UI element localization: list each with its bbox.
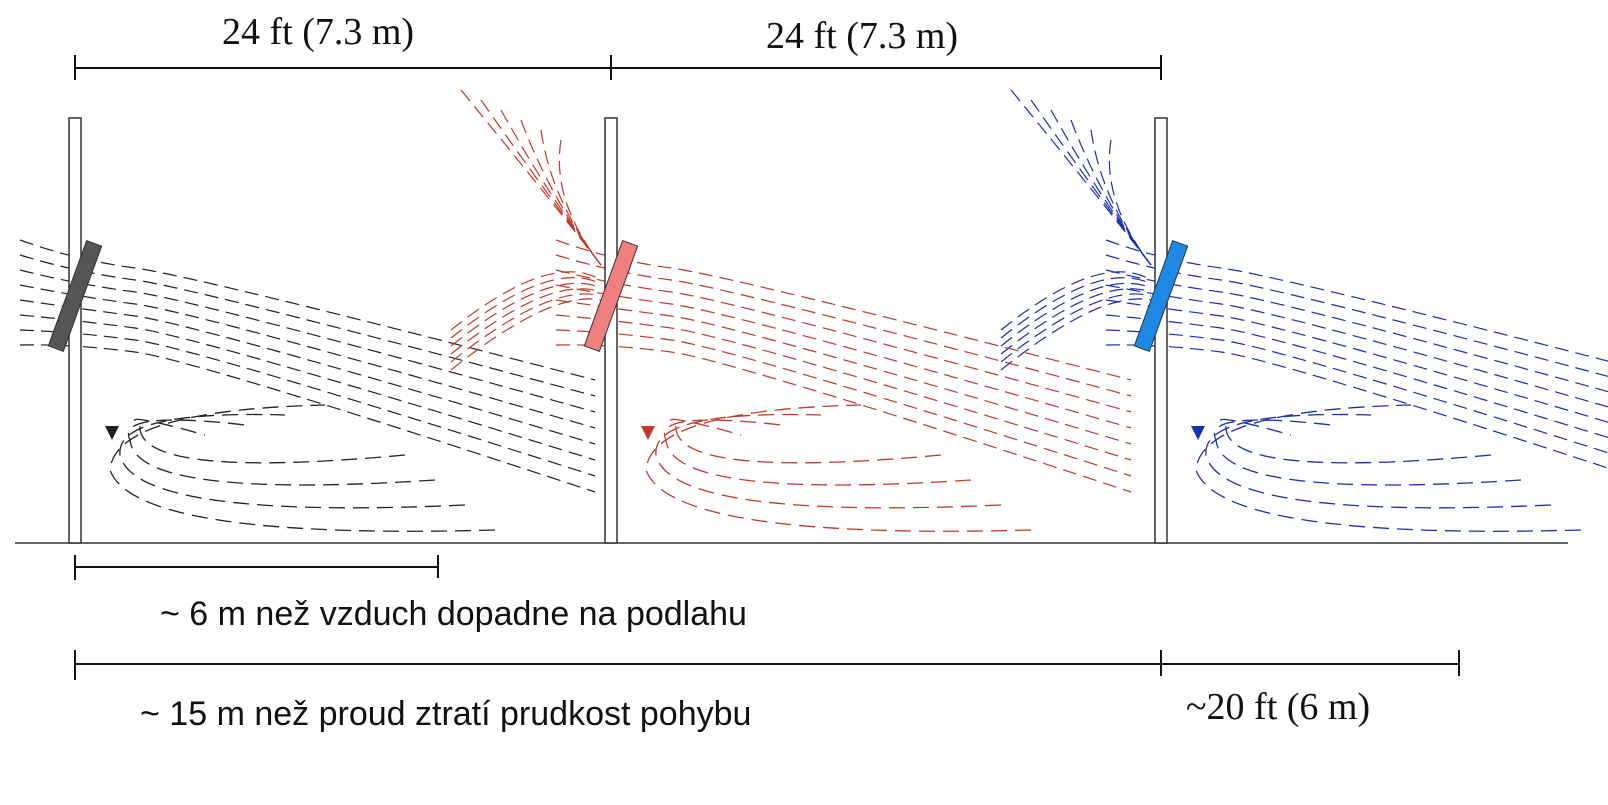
recirculation [671, 419, 941, 462]
streamline [1106, 345, 1608, 492]
streamline [1106, 300, 1608, 444]
recirculation [664, 420, 971, 485]
recirculation [120, 415, 465, 508]
dimension-label: ~20 ft (6 m) [1186, 685, 1370, 729]
arrow [641, 426, 655, 440]
streamline [556, 255, 1131, 396]
streamline [1091, 130, 1151, 265]
recirculation [1196, 405, 1581, 531]
streamline [1106, 330, 1608, 476]
streamline [556, 270, 1131, 412]
streamline [1011, 90, 1151, 265]
recirculation [1214, 420, 1521, 485]
streamline [1106, 270, 1608, 412]
recirculation [110, 405, 495, 531]
streamline [20, 345, 595, 492]
streamline [1109, 140, 1151, 265]
diagram: 24 ft (7.3 m) 24 ft (7.3 m) ~ 6 m než vz… [0, 0, 1608, 805]
annotation: ~ 15 m než proud ztratí prudkost pohybu [140, 692, 780, 736]
streamline [461, 90, 601, 265]
streamline [1106, 285, 1608, 428]
annotation: ~ 6 m než vzduch dopadne na podlahu [160, 592, 747, 636]
recirculation [1221, 419, 1491, 462]
streamline [556, 345, 1131, 492]
dimension-label: 24 ft (7.3 m) [766, 14, 958, 58]
streamline [556, 240, 1131, 380]
recirculation [135, 419, 405, 462]
recirculation [656, 415, 1001, 508]
arrow [105, 426, 119, 440]
streamline [559, 140, 601, 265]
airflow [20, 90, 1608, 543]
recirculation [1206, 415, 1551, 508]
streamline [451, 299, 601, 370]
streamline [20, 240, 595, 380]
recirculation [646, 405, 1031, 531]
streamline [20, 255, 595, 396]
streamline [20, 330, 595, 476]
streamline [1001, 299, 1151, 370]
streamline [556, 330, 1131, 476]
dimension-lines [15, 55, 1568, 680]
streamline [541, 130, 601, 265]
recirculation [128, 420, 435, 485]
dimension-label: 24 ft (7.3 m) [222, 10, 414, 54]
arrow [1191, 426, 1205, 440]
